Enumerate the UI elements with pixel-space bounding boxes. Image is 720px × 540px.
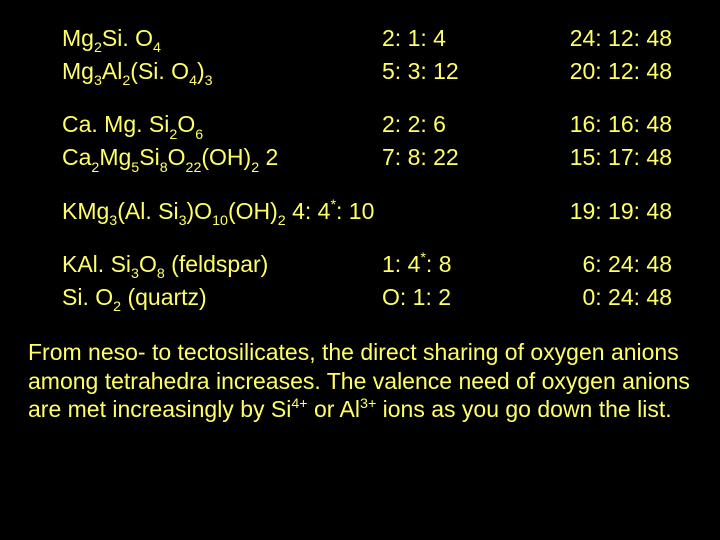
- t: Mg: [99, 144, 131, 170]
- t: ions as you go down the list.: [376, 396, 671, 422]
- t: Si: [139, 144, 159, 170]
- sup: 4+: [291, 396, 307, 412]
- t: (Al. Si: [117, 198, 178, 224]
- t: (feldspar): [165, 251, 269, 277]
- formula-cell: Ca. Mg. Si2O6: [62, 110, 382, 143]
- t: (OH): [201, 144, 251, 170]
- slide: Mg2Si. O4 2: 1: 4 24: 12: 48 Mg3Al2(Si. …: [0, 0, 720, 540]
- formula-cell: KAl. Si3O8 (feldspar): [62, 250, 382, 283]
- t: Ca: [62, 144, 91, 170]
- t: : 10: [336, 198, 374, 224]
- t: or Al: [308, 396, 360, 422]
- t: )O: [187, 198, 213, 224]
- ratio1-cell: 5: 3: 12: [382, 57, 522, 87]
- sub: 4: [153, 40, 161, 56]
- t: Si. O: [102, 25, 153, 51]
- sup: *: [420, 250, 426, 266]
- ratio1-cell: 1: 4*: 8: [382, 250, 522, 280]
- sub: 2: [122, 73, 130, 89]
- formula-cell: Ca2Mg5Si8O22(OH)2 2: [62, 143, 382, 176]
- t: Ca. Mg. Si: [62, 111, 169, 137]
- formula-cell: Mg3Al2(Si. O4)3: [62, 57, 382, 90]
- sub: 10: [212, 213, 228, 229]
- t: ): [197, 58, 205, 84]
- t: (Si. O: [130, 58, 189, 84]
- table-row: KMg3(Al. Si3)O10(OH)2 4: 4*: 10 19: 19: …: [62, 197, 682, 230]
- formula-cell: Si. O2 (quartz): [62, 283, 382, 316]
- ratio1-cell: 7: 8: 22: [382, 143, 522, 173]
- t: KAl. Si: [62, 251, 131, 277]
- ratio1-cell: 2: 2: 6: [382, 110, 522, 140]
- t: 1: 4: [382, 251, 420, 277]
- formula-cell: KMg3(Al. Si3)O10(OH)2 4: 4*: 10: [62, 197, 492, 230]
- table-row: Si. O2 (quartz) O: 1: 2 0: 24: 48: [62, 283, 682, 316]
- sup: *: [330, 197, 336, 213]
- t: O: [139, 251, 157, 277]
- t: Si. O: [62, 284, 113, 310]
- t: Al: [102, 58, 122, 84]
- footer-text: From neso- to tectosilicates, the direct…: [28, 338, 692, 424]
- formula-cell: Mg2Si. O4: [62, 24, 382, 57]
- sub: 8: [157, 266, 165, 282]
- ratio2-cell: 19: 19: 48: [492, 197, 672, 227]
- sub: 6: [195, 127, 203, 143]
- ratio2-cell: 16: 16: 48: [522, 110, 672, 140]
- table-row: Mg2Si. O4 2: 1: 4 24: 12: 48: [62, 24, 682, 57]
- sub: 2: [278, 213, 286, 229]
- sub: 3: [205, 73, 213, 89]
- ratio2-cell: 6: 24: 48: [522, 250, 672, 280]
- table-row: KAl. Si3O8 (feldspar) 1: 4*: 8 6: 24: 48: [62, 250, 682, 283]
- silicate-table: Mg2Si. O4 2: 1: 4 24: 12: 48 Mg3Al2(Si. …: [28, 24, 692, 316]
- sub: 2: [169, 127, 177, 143]
- ratio2-cell: 24: 12: 48: [522, 24, 672, 54]
- ratio2-cell: 0: 24: 48: [522, 283, 672, 313]
- t: O: [177, 111, 195, 137]
- sub: 4: [189, 73, 197, 89]
- sub: 5: [131, 160, 139, 176]
- t: 2: [259, 144, 278, 170]
- sup: 3+: [360, 396, 376, 412]
- spacer: [62, 90, 682, 110]
- spacer: [62, 177, 682, 197]
- table-row: Ca. Mg. Si2O6 2: 2: 6 16: 16: 48: [62, 110, 682, 143]
- t: 4: 4: [286, 198, 331, 224]
- sub: 3: [94, 73, 102, 89]
- table-row: Ca2Mg5Si8O22(OH)2 2 7: 8: 22 15: 17: 48: [62, 143, 682, 176]
- sub: 2: [251, 160, 259, 176]
- t: Mg: [62, 25, 94, 51]
- t: Mg: [62, 58, 94, 84]
- sub: 2: [94, 40, 102, 56]
- sub: 2: [113, 299, 121, 315]
- spacer: [62, 230, 682, 250]
- sub: 3: [179, 213, 187, 229]
- sub: 3: [131, 266, 139, 282]
- sub: 2: [91, 160, 99, 176]
- t: O: [168, 144, 186, 170]
- sub: 8: [160, 160, 168, 176]
- ratio2-cell: 20: 12: 48: [522, 57, 672, 87]
- t: (OH): [228, 198, 278, 224]
- t: : 8: [426, 251, 452, 277]
- sub: 22: [186, 160, 202, 176]
- ratio2-cell: 15: 17: 48: [522, 143, 672, 173]
- ratio1-cell: 2: 1: 4: [382, 24, 522, 54]
- table-row: Mg3Al2(Si. O4)3 5: 3: 12 20: 12: 48: [62, 57, 682, 90]
- t: (quartz): [121, 284, 207, 310]
- ratio1-cell: O: 1: 2: [382, 283, 522, 313]
- sub: 3: [109, 213, 117, 229]
- t: KMg: [62, 198, 109, 224]
